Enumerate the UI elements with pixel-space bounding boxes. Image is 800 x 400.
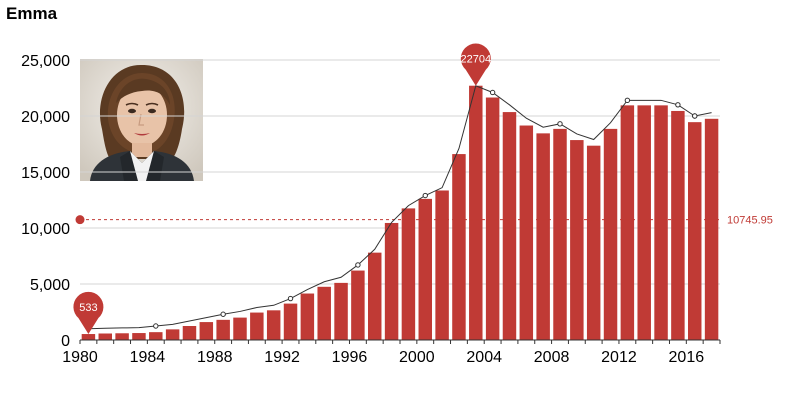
x-tick-label: 1980 [62, 349, 98, 366]
bar [317, 286, 331, 340]
pin-marker [73, 291, 104, 335]
bar [704, 118, 719, 340]
bar [452, 154, 466, 340]
average-label: 10745.95 [727, 215, 773, 227]
bar [485, 97, 500, 341]
bar [149, 332, 163, 340]
bar [502, 112, 517, 340]
bar [250, 312, 264, 340]
trend-point [287, 295, 294, 302]
bar [199, 322, 214, 340]
pin-marker-label: 22704 [460, 54, 491, 66]
x-tick-label: 2008 [534, 349, 570, 366]
x-tick-label: 1984 [130, 349, 166, 366]
bar [334, 282, 348, 340]
bar [435, 190, 449, 340]
x-tick-label: 2004 [466, 349, 502, 366]
bar [570, 140, 584, 340]
bar [519, 125, 534, 341]
bar [115, 333, 129, 340]
trend-point [624, 97, 631, 104]
bar [688, 122, 702, 340]
bar [283, 303, 298, 340]
pin-marker [460, 43, 491, 86]
bar [418, 198, 432, 340]
trend-point [220, 311, 226, 317]
bar [384, 222, 399, 340]
y-tick-label: 15,000 [21, 165, 70, 182]
bar [266, 310, 281, 340]
trend-point [355, 262, 361, 268]
bar [182, 326, 197, 340]
bar [671, 110, 685, 341]
bar [401, 208, 416, 340]
pin-marker-label: 533 [79, 302, 97, 314]
portrait-icon [80, 59, 203, 181]
x-tick-label: 2012 [601, 349, 637, 366]
y-tick-label: 25,000 [21, 53, 70, 70]
bar [469, 85, 483, 340]
bar [637, 105, 651, 340]
bar [165, 329, 180, 340]
bar [536, 133, 550, 340]
x-tick-label: 2016 [669, 349, 705, 366]
trend-point [675, 102, 681, 108]
x-tick-label: 1992 [264, 349, 300, 366]
bar [233, 317, 247, 340]
bar [603, 128, 618, 340]
trend-line [88, 85, 712, 330]
y-tick-label: 5,000 [30, 277, 70, 294]
chart-title: Emma [6, 4, 58, 23]
bar [654, 105, 668, 340]
bar [81, 334, 96, 340]
bar [351, 270, 365, 340]
y-tick-label: 10,000 [21, 221, 70, 238]
trend-point [422, 192, 428, 199]
trend-point [692, 113, 698, 119]
bar [620, 105, 635, 340]
bar [216, 319, 230, 340]
bar [553, 128, 567, 340]
bar [586, 145, 601, 340]
portrait-photo [80, 59, 203, 181]
y-tick-label: 0 [61, 333, 70, 350]
trend-point [153, 323, 159, 329]
bar [98, 333, 112, 340]
trend-point [557, 121, 563, 127]
bar [132, 333, 146, 340]
x-tick-label: 2000 [399, 349, 435, 366]
x-tick-label: 1988 [197, 349, 233, 366]
bar [300, 293, 315, 340]
y-tick-label: 20,000 [21, 109, 70, 126]
trend-point [489, 89, 496, 96]
x-tick-label: 1996 [332, 349, 368, 366]
bar [368, 252, 382, 340]
average-dot [75, 215, 85, 225]
